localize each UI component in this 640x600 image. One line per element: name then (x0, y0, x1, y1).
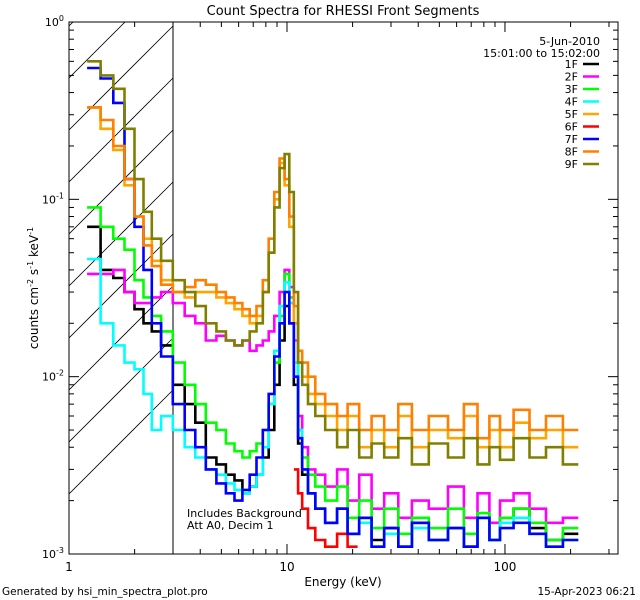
legend-label: 2F (565, 71, 578, 84)
annotation-text: Att A0, Decim 1 (187, 519, 274, 532)
annotation-text: Includes Background (187, 507, 302, 520)
x-axis-label: Energy (keV) (304, 575, 381, 589)
axis-ticks (68, 22, 618, 555)
legend-header-text: 15:01:00 to 15:02:00 (483, 47, 600, 60)
legend-label: 1F (565, 58, 578, 71)
hatch-lines (69, 22, 174, 495)
y-tick-label: 100 (45, 14, 64, 29)
y-tick-labels: 100 10-1 10-2 10-3 (42, 14, 64, 561)
legend-label: 3F (565, 83, 578, 96)
y-tick-label: 10-1 (42, 191, 64, 206)
x-tick-label: 1 (65, 560, 73, 574)
y-axis-label: counts cm-2 s-1 keV-1 (26, 227, 41, 349)
series-line-8F (87, 106, 579, 440)
footer-timestamp: 15-Apr-2023 06:21 (537, 586, 636, 598)
y-tick-label: 10-2 (42, 369, 64, 384)
legend-label: 9F (565, 158, 578, 171)
x-tick-label: 10 (279, 560, 294, 574)
x-tick-label: 100 (494, 560, 517, 574)
series-layer (87, 60, 579, 548)
legend-label: 7F (565, 133, 578, 146)
series-line-2F (87, 268, 579, 525)
series-line-6F (293, 468, 358, 548)
legend-label: 8F (565, 146, 578, 159)
legend-label: 5F (565, 108, 578, 121)
legend-label: 4F (565, 96, 578, 109)
footer-generated-by: Generated by hsi_min_spectra_plot.pro (2, 586, 208, 598)
series-line-7F (87, 66, 579, 548)
chart-title: Count Spectra for RHESSI Front Segments (207, 4, 480, 19)
series-line-9F (87, 60, 579, 466)
x-tick-labels: 1 10 100 (65, 560, 516, 574)
legend-label: 6F (565, 121, 578, 134)
plot-frame (68, 21, 619, 555)
y-tick-label: 10-3 (42, 546, 64, 561)
legend-header-text: 5-Jun-2010 (539, 35, 600, 48)
series-line-3F (87, 206, 579, 542)
